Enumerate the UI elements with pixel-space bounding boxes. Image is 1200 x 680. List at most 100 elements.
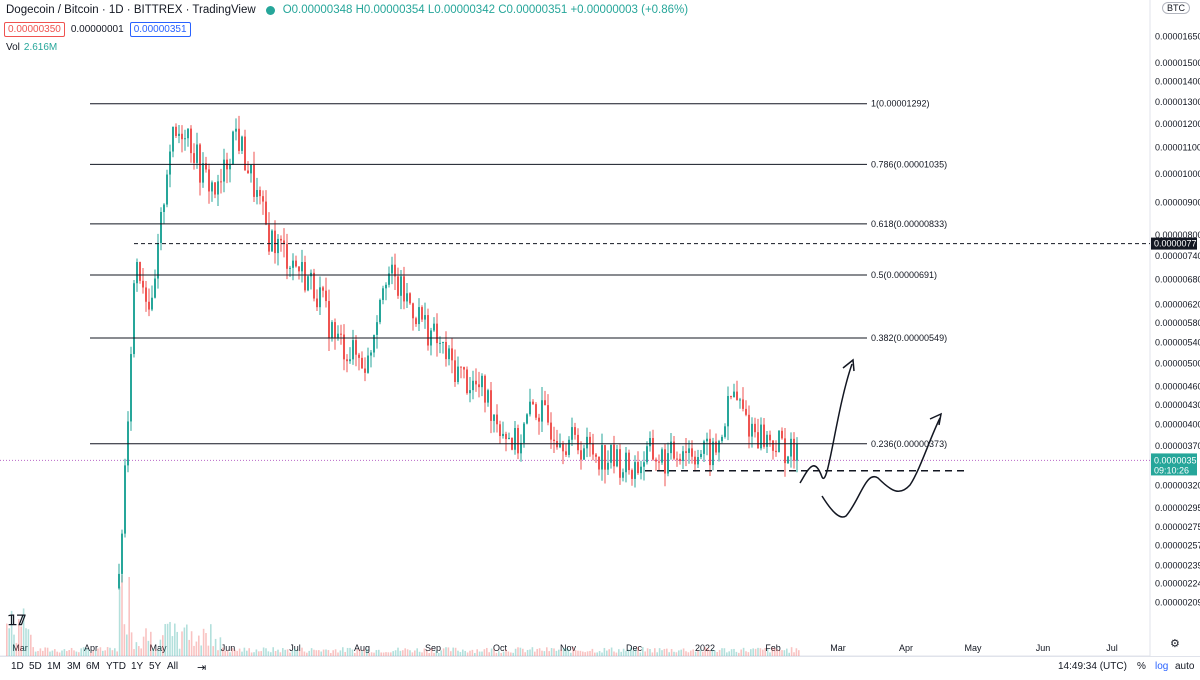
candle-body bbox=[469, 390, 471, 394]
volume-bar bbox=[147, 640, 150, 656]
volume-bar bbox=[339, 650, 342, 656]
range-1y[interactable]: 1Y bbox=[131, 661, 144, 672]
candle-body bbox=[298, 266, 300, 272]
candle-body bbox=[358, 354, 360, 358]
auto-toggle[interactable]: auto bbox=[1175, 661, 1195, 672]
volume-bar bbox=[380, 652, 382, 656]
candle-body bbox=[622, 472, 624, 478]
candle-body bbox=[700, 453, 702, 458]
sell-price-box[interactable]: 0.00000350 bbox=[4, 22, 65, 37]
volume-bar bbox=[574, 650, 577, 656]
symbol-title[interactable]: Dogecoin / Bitcoin · 1D · BITTREX · Trad… bbox=[6, 4, 256, 16]
volume-bar bbox=[795, 648, 798, 656]
clock-time[interactable]: 14:49:34 (UTC) bbox=[1058, 661, 1127, 672]
time-tick-label: Oct bbox=[493, 643, 508, 653]
volume-bar bbox=[183, 627, 186, 656]
date-range-icon[interactable]: ⇥ bbox=[197, 662, 207, 674]
candle-body bbox=[340, 333, 342, 335]
volume-bar bbox=[560, 649, 562, 656]
volume-bar bbox=[54, 649, 56, 656]
candle-body bbox=[514, 428, 516, 450]
volume-bar bbox=[332, 650, 334, 656]
volume-bar bbox=[368, 652, 370, 656]
volume-bar bbox=[577, 650, 579, 656]
candle-body bbox=[598, 456, 600, 470]
volume-bar bbox=[620, 651, 622, 656]
volume-bar bbox=[27, 629, 30, 656]
candle-body bbox=[379, 299, 381, 323]
percent-toggle[interactable]: % bbox=[1137, 661, 1146, 672]
log-toggle[interactable]: log bbox=[1155, 661, 1169, 672]
candle-body bbox=[715, 441, 717, 453]
candle-body bbox=[292, 260, 294, 268]
bar-countdown: 09:10:26 bbox=[1154, 465, 1189, 475]
volume-bar bbox=[666, 648, 668, 656]
candle-body bbox=[205, 163, 207, 170]
candle-body bbox=[220, 181, 222, 183]
range-5d[interactable]: 5D bbox=[29, 661, 42, 672]
volume-bar bbox=[738, 652, 740, 656]
range-1m[interactable]: 1M bbox=[47, 661, 61, 672]
candle-body bbox=[634, 462, 636, 479]
candle-body bbox=[676, 458, 678, 460]
volume-bar bbox=[202, 628, 205, 656]
range-1d[interactable]: 1D bbox=[11, 661, 24, 672]
volume-bar bbox=[680, 649, 682, 656]
volume-bar bbox=[555, 650, 558, 656]
volume-bar bbox=[20, 626, 22, 656]
candle-body bbox=[391, 264, 393, 274]
volume-bar bbox=[68, 650, 70, 656]
volume-bar bbox=[754, 648, 757, 656]
candle-body bbox=[664, 449, 666, 474]
candle-body bbox=[574, 427, 576, 435]
volume-bar bbox=[349, 647, 351, 656]
volume-bar bbox=[330, 652, 332, 656]
volume-bar bbox=[654, 648, 656, 656]
volume-bar bbox=[421, 652, 423, 656]
range-all[interactable]: All bbox=[167, 661, 179, 672]
candle-body bbox=[604, 445, 606, 470]
volume-bar bbox=[591, 648, 594, 656]
currency-badge[interactable]: BTC bbox=[1162, 2, 1190, 14]
range-5y[interactable]: 5Y bbox=[149, 661, 162, 672]
volume-bar bbox=[334, 649, 337, 656]
volume-bar bbox=[315, 650, 318, 656]
volume-bar bbox=[286, 649, 289, 656]
candle-body bbox=[337, 333, 339, 338]
range-ytd[interactable]: YTD bbox=[106, 661, 126, 672]
volume-bar bbox=[718, 649, 721, 656]
volume-bar bbox=[637, 647, 639, 656]
candle-body bbox=[424, 315, 426, 320]
volume-bar bbox=[699, 649, 702, 656]
buy-price-box[interactable]: 0.00000351 bbox=[129, 22, 191, 37]
volume-bar bbox=[181, 631, 183, 656]
volume-bar bbox=[140, 648, 142, 656]
volume-bar bbox=[193, 645, 195, 656]
candle-body bbox=[142, 280, 144, 288]
volume-bar bbox=[176, 631, 178, 656]
volume-bar bbox=[274, 650, 277, 656]
candle-body bbox=[154, 278, 156, 298]
candle-body bbox=[616, 449, 618, 467]
volume-bar bbox=[66, 651, 68, 656]
volume-bar bbox=[495, 652, 498, 656]
volume-bar bbox=[284, 649, 286, 656]
volume-bar bbox=[466, 652, 469, 656]
candle-body bbox=[382, 288, 384, 300]
range-6m[interactable]: 6M bbox=[86, 661, 100, 672]
volume-bar bbox=[87, 649, 90, 656]
dashed-level-tag bbox=[1151, 237, 1197, 250]
candle-body bbox=[490, 390, 492, 421]
volume-bar bbox=[774, 648, 776, 656]
candle-body bbox=[223, 159, 225, 182]
candle-body bbox=[499, 424, 501, 437]
price-tick-label: 0.00000540 bbox=[1155, 337, 1200, 347]
range-3m[interactable]: 3M bbox=[67, 661, 81, 672]
candle-body bbox=[544, 400, 546, 406]
price-tick-label: 0.00000430 bbox=[1155, 400, 1200, 410]
volume-bar bbox=[742, 647, 745, 656]
volume-bar bbox=[462, 649, 464, 656]
volume-bar bbox=[692, 649, 694, 656]
